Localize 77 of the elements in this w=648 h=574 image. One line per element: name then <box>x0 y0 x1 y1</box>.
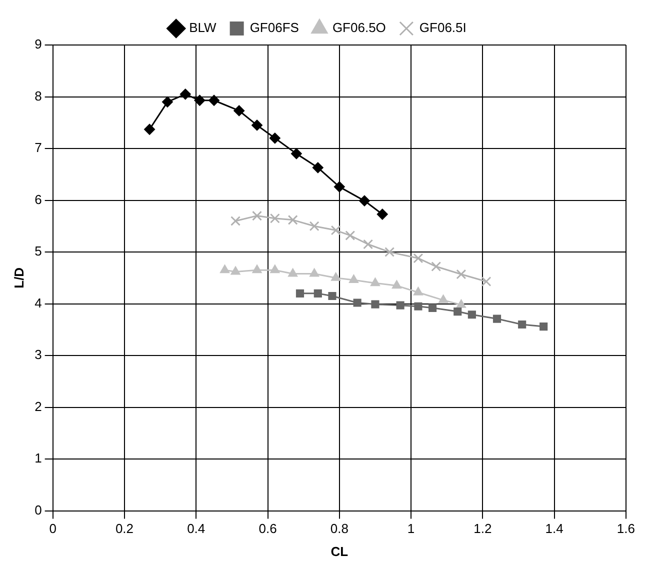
point <box>481 276 492 287</box>
point <box>230 266 240 275</box>
legend-label: GF06.5O <box>332 20 386 36</box>
point <box>348 274 359 283</box>
y-tick-label: 8 <box>34 88 42 104</box>
y-tick-label: 0 <box>34 502 42 518</box>
point <box>384 247 395 258</box>
point <box>358 195 370 206</box>
x-tick-label: 1 <box>407 521 415 536</box>
point <box>208 94 220 106</box>
x-tick-label: 0 <box>49 521 56 536</box>
point <box>370 278 380 286</box>
y-tick-label: 4 <box>34 295 42 310</box>
point <box>456 299 466 308</box>
point <box>234 105 245 116</box>
point <box>312 162 324 174</box>
point <box>288 214 298 225</box>
point <box>363 239 374 250</box>
x-tick-label: 0.4 <box>187 521 206 536</box>
point <box>314 289 322 298</box>
point <box>353 298 362 307</box>
point <box>413 253 424 264</box>
point <box>220 264 230 274</box>
y-tick-label: 3 <box>34 347 42 362</box>
point <box>330 225 341 236</box>
point <box>431 262 442 272</box>
point <box>428 304 437 312</box>
point <box>269 132 280 144</box>
point <box>194 94 206 106</box>
y-tick-label: 1 <box>34 450 42 466</box>
point <box>376 208 388 220</box>
point <box>438 294 448 304</box>
point <box>328 292 336 300</box>
point <box>252 264 262 274</box>
y-tick-label: 2 <box>34 398 42 414</box>
point <box>309 268 320 277</box>
point <box>290 148 302 160</box>
x-axis-title: CL <box>330 544 348 559</box>
point <box>296 289 304 298</box>
point <box>252 120 263 131</box>
point <box>396 301 404 310</box>
point <box>252 210 262 221</box>
point <box>518 320 526 329</box>
y-tick-label: 9 <box>34 36 42 52</box>
point <box>309 221 320 232</box>
point <box>371 300 380 308</box>
point <box>413 286 424 296</box>
point <box>162 96 173 108</box>
x-tick-label: 1.2 <box>474 521 492 536</box>
point <box>288 268 298 277</box>
x-tick-label: 0.8 <box>330 521 348 536</box>
point <box>270 264 280 274</box>
y-tick-label: 5 <box>34 244 42 259</box>
point <box>456 269 466 280</box>
x-tick-label: 0.2 <box>115 521 134 536</box>
point <box>540 322 548 331</box>
x-tick-label: 1.6 <box>616 521 636 536</box>
point <box>334 181 345 192</box>
point <box>230 216 241 226</box>
x-tick-label: 0.6 <box>258 521 277 536</box>
point <box>144 124 156 135</box>
y-tick-label: 6 <box>34 192 42 207</box>
legend-label: GF06FS <box>250 20 300 36</box>
point <box>468 310 476 319</box>
point <box>414 302 422 310</box>
y-axis-title: L/D <box>11 267 26 288</box>
legend-label: BLW <box>189 20 218 36</box>
x-tick-label: 1.4 <box>545 521 564 536</box>
point <box>345 230 356 240</box>
point <box>330 272 341 281</box>
y-tick-label: 7 <box>34 140 42 156</box>
legend-label: GF06.5I <box>419 20 466 36</box>
point <box>270 213 280 224</box>
point <box>454 308 462 316</box>
point <box>492 314 502 323</box>
point <box>180 88 191 100</box>
point <box>392 280 402 289</box>
